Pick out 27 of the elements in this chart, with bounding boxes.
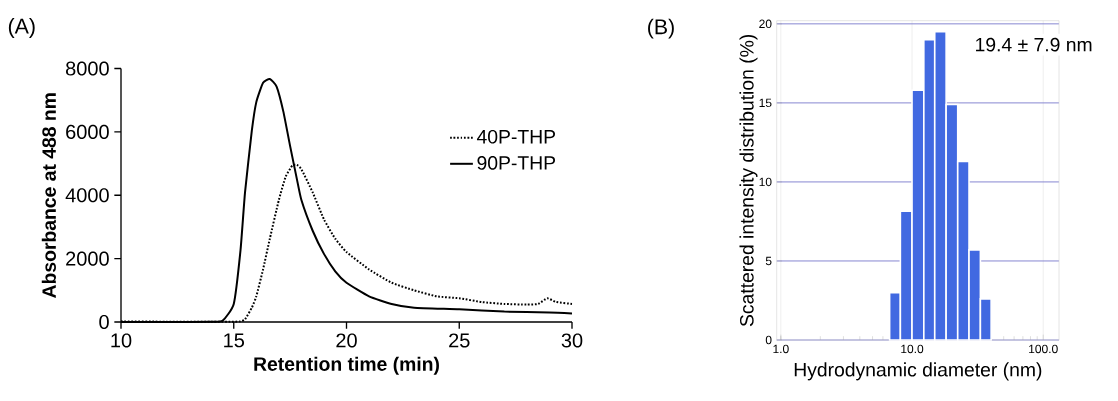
- y-tick-label: 20: [759, 19, 772, 29]
- x-tick-label: 15: [224, 333, 245, 348]
- y-tick-label: 2000: [66, 251, 109, 266]
- y-tick-label: 5: [765, 256, 772, 266]
- x-axis-title: Hydrodynamic diameter (nm): [794, 362, 1042, 381]
- y-tick-label: 8000: [66, 61, 109, 76]
- y-tick-label: 15: [759, 98, 772, 108]
- x-tick-label: 1.0: [773, 344, 789, 354]
- x-tick-label: 25: [449, 333, 470, 348]
- x-tick-label: 100.0: [1029, 344, 1058, 354]
- x-tick-label: 10: [111, 333, 132, 348]
- y-tick-label: 4000: [65, 188, 109, 203]
- chart-title: (B): [648, 18, 674, 39]
- x-tick-label: 20: [336, 333, 357, 348]
- y-tick-label: 10: [759, 177, 772, 187]
- x-tick-label: 30: [561, 333, 583, 348]
- legend-label: 90P-THP: [477, 156, 556, 170]
- chart-title: (A): [8, 18, 35, 38]
- y-tick-label: 0: [99, 314, 109, 330]
- y-axis-title: Scattered intensity distribution (%): [739, 34, 758, 327]
- legend-label: 40P-THP: [476, 129, 556, 144]
- y-tick-label: 0: [765, 335, 772, 345]
- y-axis-title: Absorbance at 488 nm: [41, 93, 56, 298]
- annotation: 19.4 ± 7.9 nm: [976, 37, 1092, 52]
- y-tick-label: 6000: [66, 124, 109, 139]
- x-axis-title: Retention time (min): [254, 356, 439, 375]
- x-tick-label: 10.0: [901, 344, 924, 354]
